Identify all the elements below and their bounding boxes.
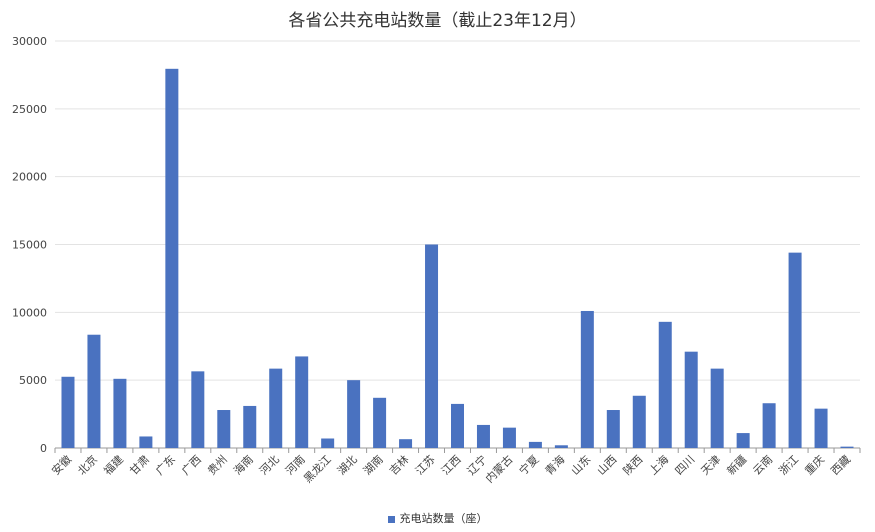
x-tick-label: 湖北 (335, 453, 360, 478)
bar (269, 368, 283, 448)
y-tick-label: 10000 (12, 306, 47, 319)
y-tick-label: 15000 (12, 239, 47, 252)
x-tick-label: 湖南 (361, 453, 386, 478)
x-tick-label: 广西 (179, 453, 204, 478)
bar (580, 310, 594, 448)
bar (658, 321, 672, 448)
bar (736, 433, 750, 448)
bar (113, 378, 127, 448)
bar (399, 439, 413, 448)
bar (165, 68, 179, 448)
x-tick-label: 四川 (673, 453, 698, 478)
bar (606, 410, 620, 448)
bar (425, 244, 439, 448)
bar (840, 446, 854, 448)
x-tick-label: 山西 (595, 453, 620, 478)
bar (295, 356, 309, 448)
x-tick-label: 山东 (569, 453, 594, 478)
bar (373, 397, 387, 448)
bar (502, 427, 516, 448)
x-tick-label: 河北 (257, 453, 282, 478)
bar (243, 405, 257, 448)
bar (762, 403, 776, 448)
bar (191, 371, 205, 448)
x-tick-label: 江西 (439, 453, 464, 478)
x-tick-label: 海南 (230, 452, 255, 477)
x-tick-label: 青海 (542, 452, 567, 477)
bar (451, 403, 464, 448)
x-tick-label: 西藏 (828, 453, 853, 478)
bar (632, 395, 646, 448)
legend: 充电站数量（座） (0, 510, 875, 526)
bar (788, 252, 802, 448)
x-tick-label: 新疆 (724, 452, 749, 477)
bar (217, 410, 231, 448)
bar (554, 445, 568, 448)
x-tick-label: 黑龙江 (301, 453, 334, 486)
chart-title: 各省公共充电站数量（截止23年12月） (288, 11, 587, 31)
y-tick-label: 30000 (12, 35, 47, 48)
bar (528, 441, 542, 448)
x-tick-label: 贵州 (205, 453, 230, 478)
bar (139, 436, 153, 448)
x-tick-label: 重庆 (802, 452, 827, 477)
bar (87, 334, 101, 448)
x-tick-label: 安徽 (49, 452, 74, 477)
bar (476, 424, 490, 448)
bar (61, 376, 75, 448)
x-tick-label: 福建 (101, 452, 126, 477)
y-tick-label: 0 (40, 442, 47, 455)
x-tick-label: 北京 (75, 452, 100, 477)
x-tick-label: 天津 (699, 453, 724, 478)
y-tick-label: 5000 (19, 374, 47, 387)
x-tick-label: 陕西 (620, 452, 645, 477)
x-tick-label: 宁夏 (516, 452, 541, 477)
x-tick-label: 甘肃 (127, 453, 152, 478)
bar (321, 438, 335, 448)
legend-swatch (387, 515, 395, 523)
bar (710, 368, 724, 448)
bar (684, 351, 698, 448)
x-tick-label: 吉林 (386, 452, 411, 477)
bar (814, 408, 828, 448)
x-tick-label: 江苏 (413, 453, 438, 478)
x-tick-label: 内蒙古 (482, 452, 515, 485)
x-tick-label: 广东 (153, 453, 178, 478)
x-tick-label: 云南 (750, 453, 775, 478)
x-tick-label: 浙江 (776, 453, 801, 478)
x-tick-label: 上海 (646, 452, 671, 477)
bar (347, 380, 361, 448)
y-tick-label: 25000 (12, 103, 47, 116)
y-tick-label: 20000 (12, 171, 47, 184)
legend-label: 充电站数量（座） (399, 512, 488, 525)
